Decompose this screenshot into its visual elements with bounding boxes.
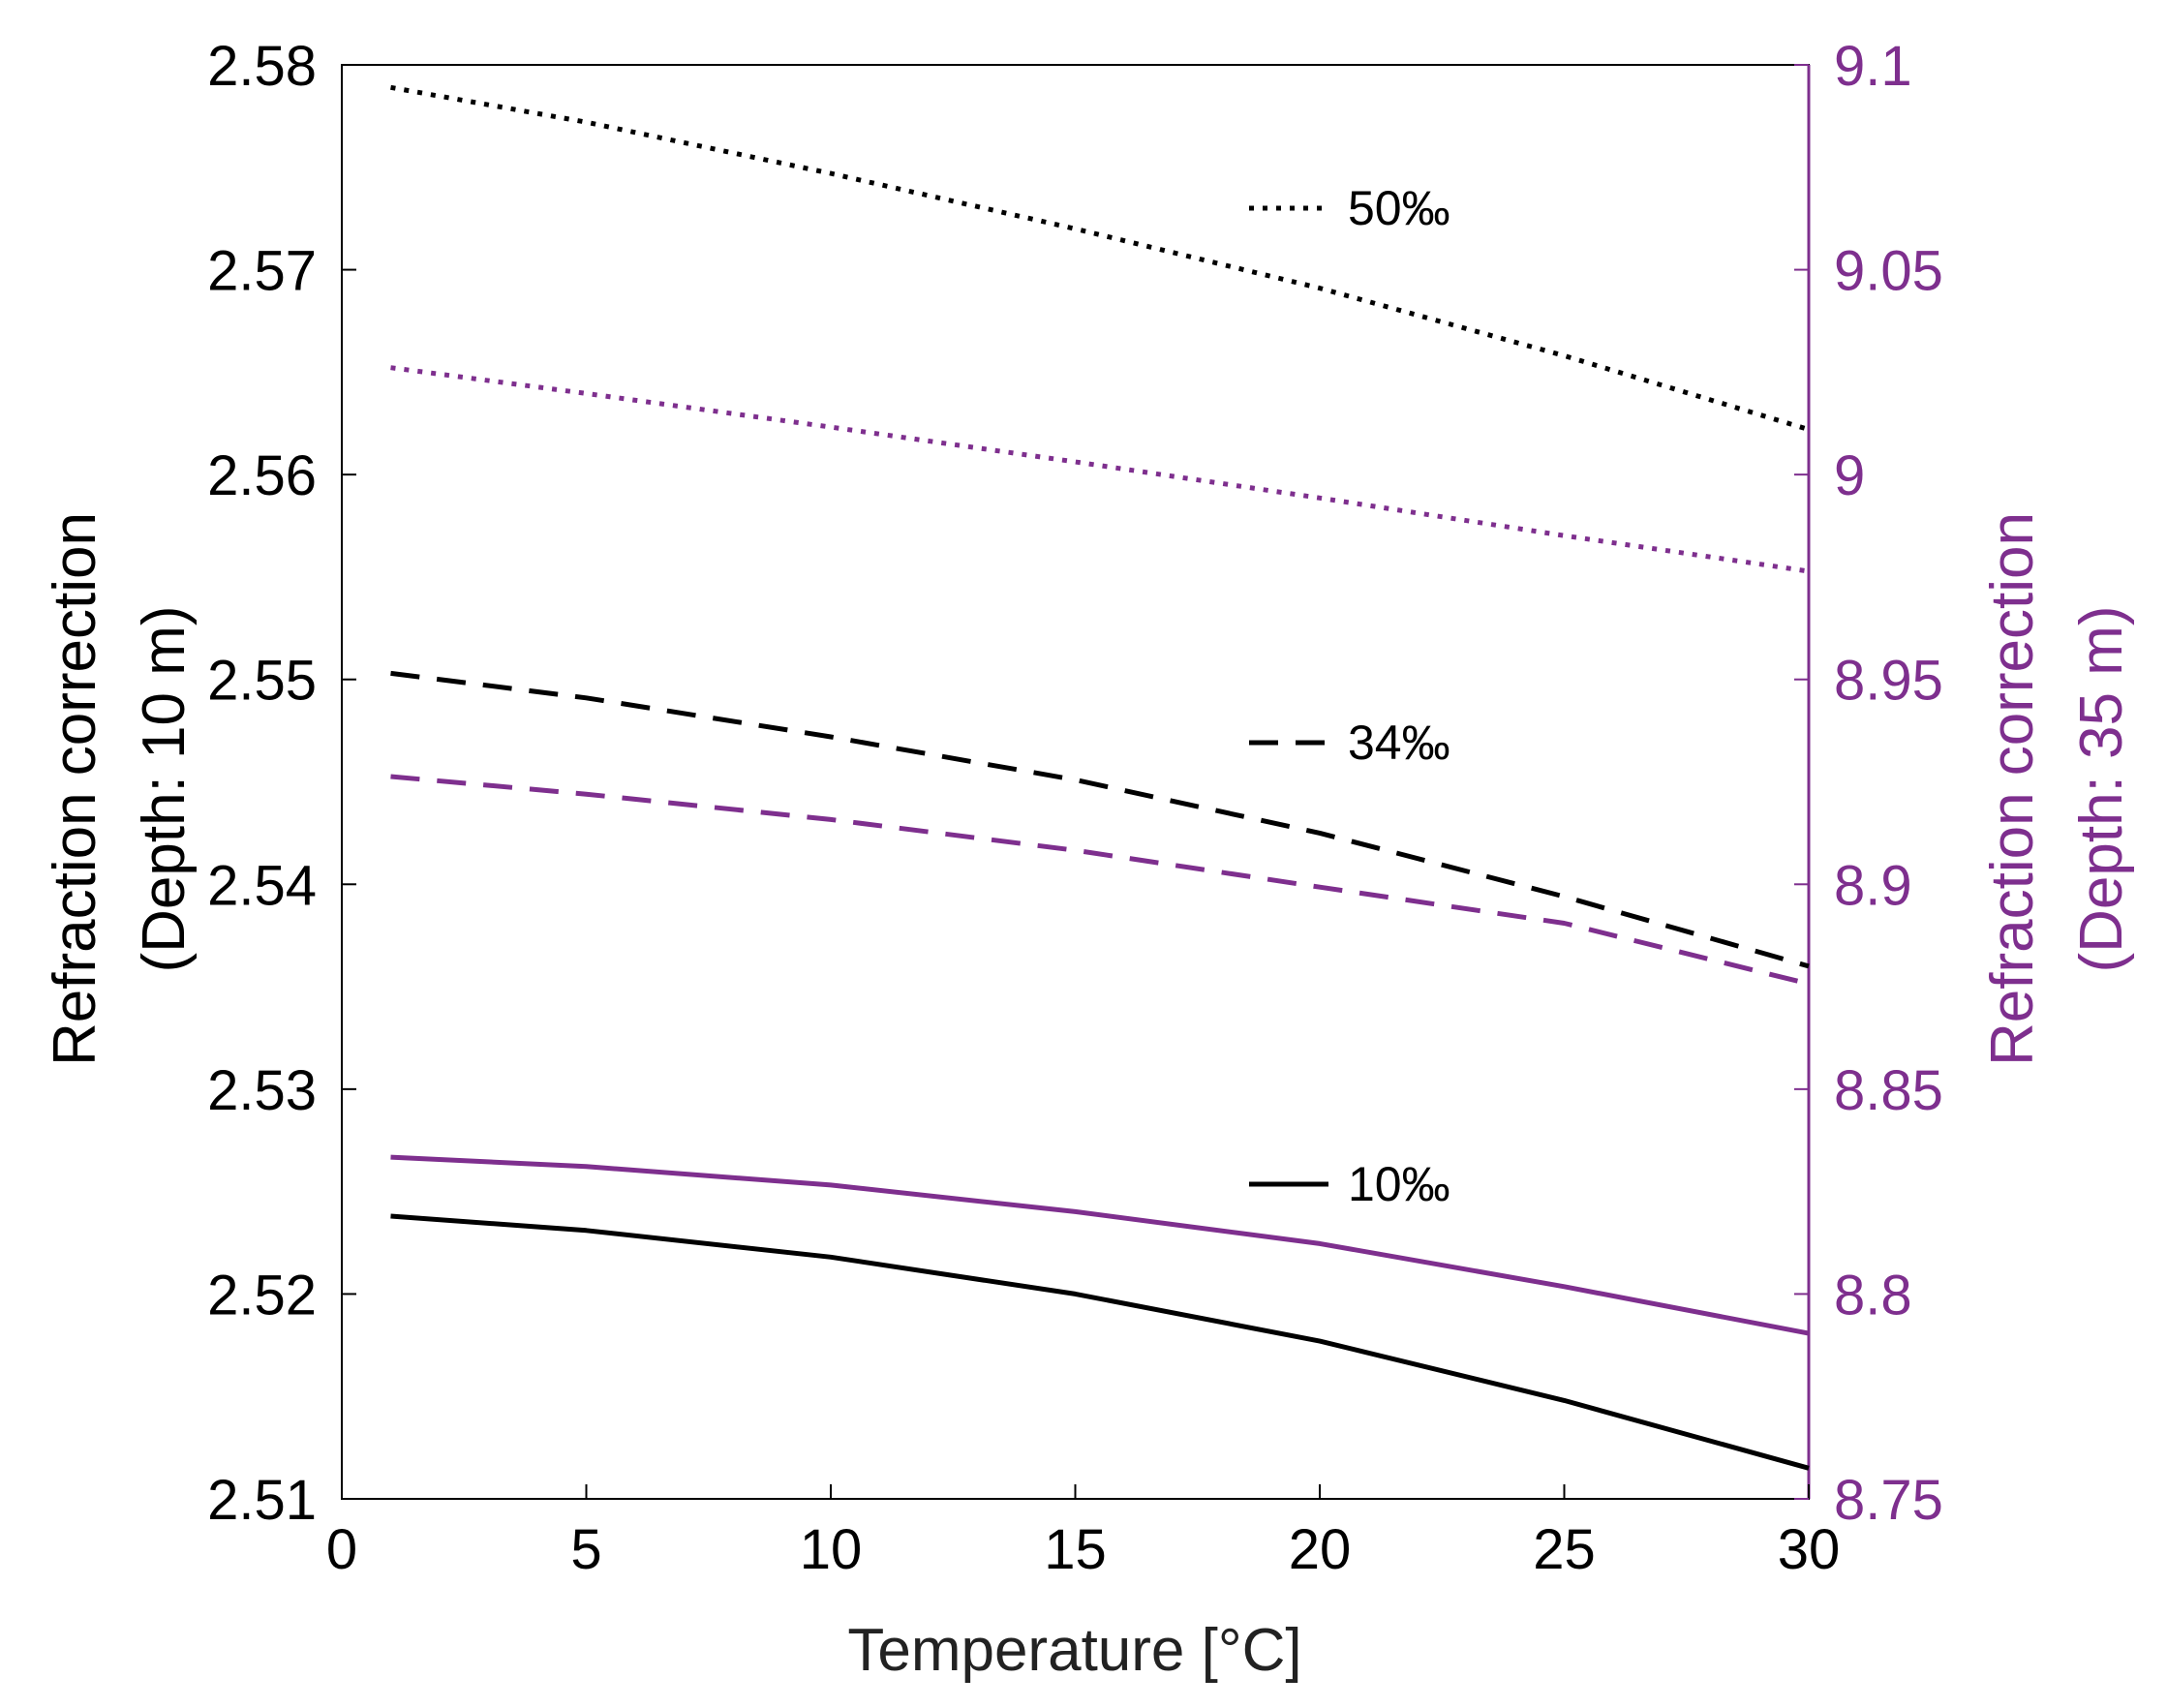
- left-y-tick-label: 2.56: [207, 444, 317, 507]
- series-lines: [390, 84, 1810, 1471]
- right-y-tick-label: 8.8: [1834, 1264, 1912, 1327]
- x-tick-label: 15: [1044, 1518, 1107, 1581]
- right-y-axis-title-line-1: Refraction correction: [1979, 512, 2046, 1066]
- x-tick-label: 10: [800, 1518, 863, 1581]
- series-line-dashed-left: [390, 670, 1810, 969]
- legend-label: 50‰: [1348, 181, 1450, 235]
- series-line-dotted-left: [390, 84, 1810, 432]
- series-line-dotted-right: [390, 365, 1810, 574]
- x-tick-label: 25: [1533, 1518, 1596, 1581]
- right-y-axis: 8.75 8.8 8.85 8.9 8.95 9 9.05 9.1: [1794, 35, 1943, 1532]
- left-y-tick-label: 2.52: [207, 1264, 317, 1327]
- left-y-tick-label: 2.57: [207, 240, 317, 303]
- x-axis-title: Temperature [°C]: [847, 1617, 1301, 1684]
- series-line-dashed-right: [390, 774, 1810, 987]
- right-y-axis-title-line-2: (Depth: 35 m): [2068, 605, 2135, 972]
- left-y-tick-label: 2.51: [207, 1469, 317, 1532]
- legend-label: 34‰: [1348, 716, 1450, 770]
- right-y-tick-label: 8.85: [1834, 1059, 1943, 1122]
- left-y-tick-label: 2.55: [207, 650, 317, 713]
- right-y-tick-label: 8.75: [1834, 1469, 1943, 1532]
- left-y-tick-label: 2.54: [207, 854, 317, 917]
- left-y-tick-label: 2.58: [207, 35, 317, 98]
- right-y-tick-label: 9: [1834, 444, 1865, 507]
- series-line-solid-left: [390, 1213, 1810, 1471]
- legend-label: 10‰: [1348, 1157, 1450, 1211]
- left-y-axis: 2.51 2.52 2.53 2.54 2.55 2.56 2.57 2.58: [207, 35, 356, 1532]
- left-y-axis-title-line-2: (Depth: 10 m): [131, 605, 198, 972]
- right-y-axis-title: Refraction correction (Depth: 35 m): [1979, 512, 2135, 1066]
- plot-frame: [341, 64, 1810, 1500]
- x-axis: 0 5 10 15 20 25 30: [326, 1484, 1840, 1581]
- right-y-tick-label: 8.9: [1834, 854, 1912, 917]
- series-line-solid-right: [390, 1154, 1810, 1336]
- right-y-tick-label: 8.95: [1834, 650, 1943, 713]
- right-y-tick-label: 9.05: [1834, 240, 1943, 303]
- left-y-tick-label: 2.53: [207, 1059, 317, 1122]
- legend: 50‰ 34‰ 10‰: [1249, 181, 1450, 1211]
- x-tick-label: 5: [570, 1518, 601, 1581]
- right-y-tick-label: 9.1: [1834, 35, 1912, 98]
- left-y-axis-title-line-1: Refraction correction: [42, 512, 108, 1066]
- x-tick-label: 20: [1289, 1518, 1352, 1581]
- x-tick-label: 0: [326, 1518, 357, 1581]
- x-tick-label: 30: [1778, 1518, 1841, 1581]
- left-y-axis-title: Refraction correction (Depth: 10 m): [42, 512, 198, 1066]
